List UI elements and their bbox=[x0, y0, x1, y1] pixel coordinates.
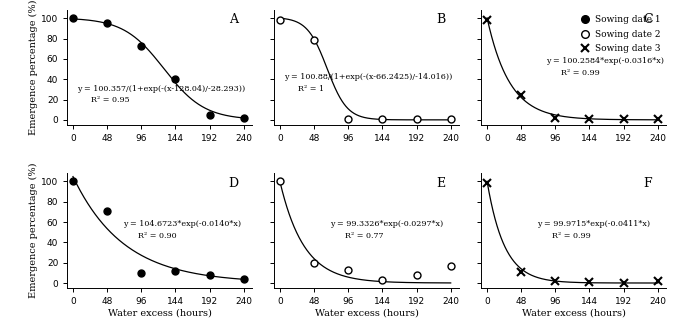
Text: R² = 0.90: R² = 0.90 bbox=[137, 232, 176, 240]
X-axis label: Water excess (hours): Water excess (hours) bbox=[522, 309, 626, 318]
Text: y = 100.357/(1+exp(-(x-128.04)/-28.293)): y = 100.357/(1+exp(-(x-128.04)/-28.293)) bbox=[77, 85, 245, 93]
Text: y = 99.3326*exp(-0.0297*x): y = 99.3326*exp(-0.0297*x) bbox=[330, 220, 443, 228]
Text: F: F bbox=[643, 177, 652, 190]
Text: y = 100.88/(1+exp(-(x-66.2425)/-14.016)): y = 100.88/(1+exp(-(x-66.2425)/-14.016)) bbox=[283, 73, 452, 81]
Legend: Sowing date 1, Sowing date 2, Sowing date 3: Sowing date 1, Sowing date 2, Sowing dat… bbox=[579, 14, 662, 54]
X-axis label: Water excess (hours): Water excess (hours) bbox=[108, 309, 212, 318]
Text: R² = 1: R² = 1 bbox=[298, 85, 324, 93]
Text: C: C bbox=[643, 13, 653, 26]
Text: A: A bbox=[229, 13, 238, 26]
Text: E: E bbox=[436, 177, 446, 190]
Text: y = 100.2584*exp(-0.0316*x): y = 100.2584*exp(-0.0316*x) bbox=[546, 57, 664, 65]
Text: R² = 0.99: R² = 0.99 bbox=[552, 232, 590, 240]
Text: R² = 0.95: R² = 0.95 bbox=[92, 96, 130, 104]
Text: y = 104.6723*exp(-0.0140*x): y = 104.6723*exp(-0.0140*x) bbox=[122, 220, 241, 228]
Text: R² = 0.77: R² = 0.77 bbox=[345, 232, 383, 240]
X-axis label: Water excess (hours): Water excess (hours) bbox=[315, 309, 419, 318]
Text: R² = 0.99: R² = 0.99 bbox=[561, 69, 600, 77]
Y-axis label: Emergence percentage (%): Emergence percentage (%) bbox=[29, 163, 38, 298]
Text: y = 99.9715*exp(-0.0411*x): y = 99.9715*exp(-0.0411*x) bbox=[537, 220, 650, 228]
Text: D: D bbox=[229, 177, 239, 190]
Y-axis label: Emergence percentage (%): Emergence percentage (%) bbox=[29, 0, 38, 135]
Text: B: B bbox=[436, 13, 446, 26]
